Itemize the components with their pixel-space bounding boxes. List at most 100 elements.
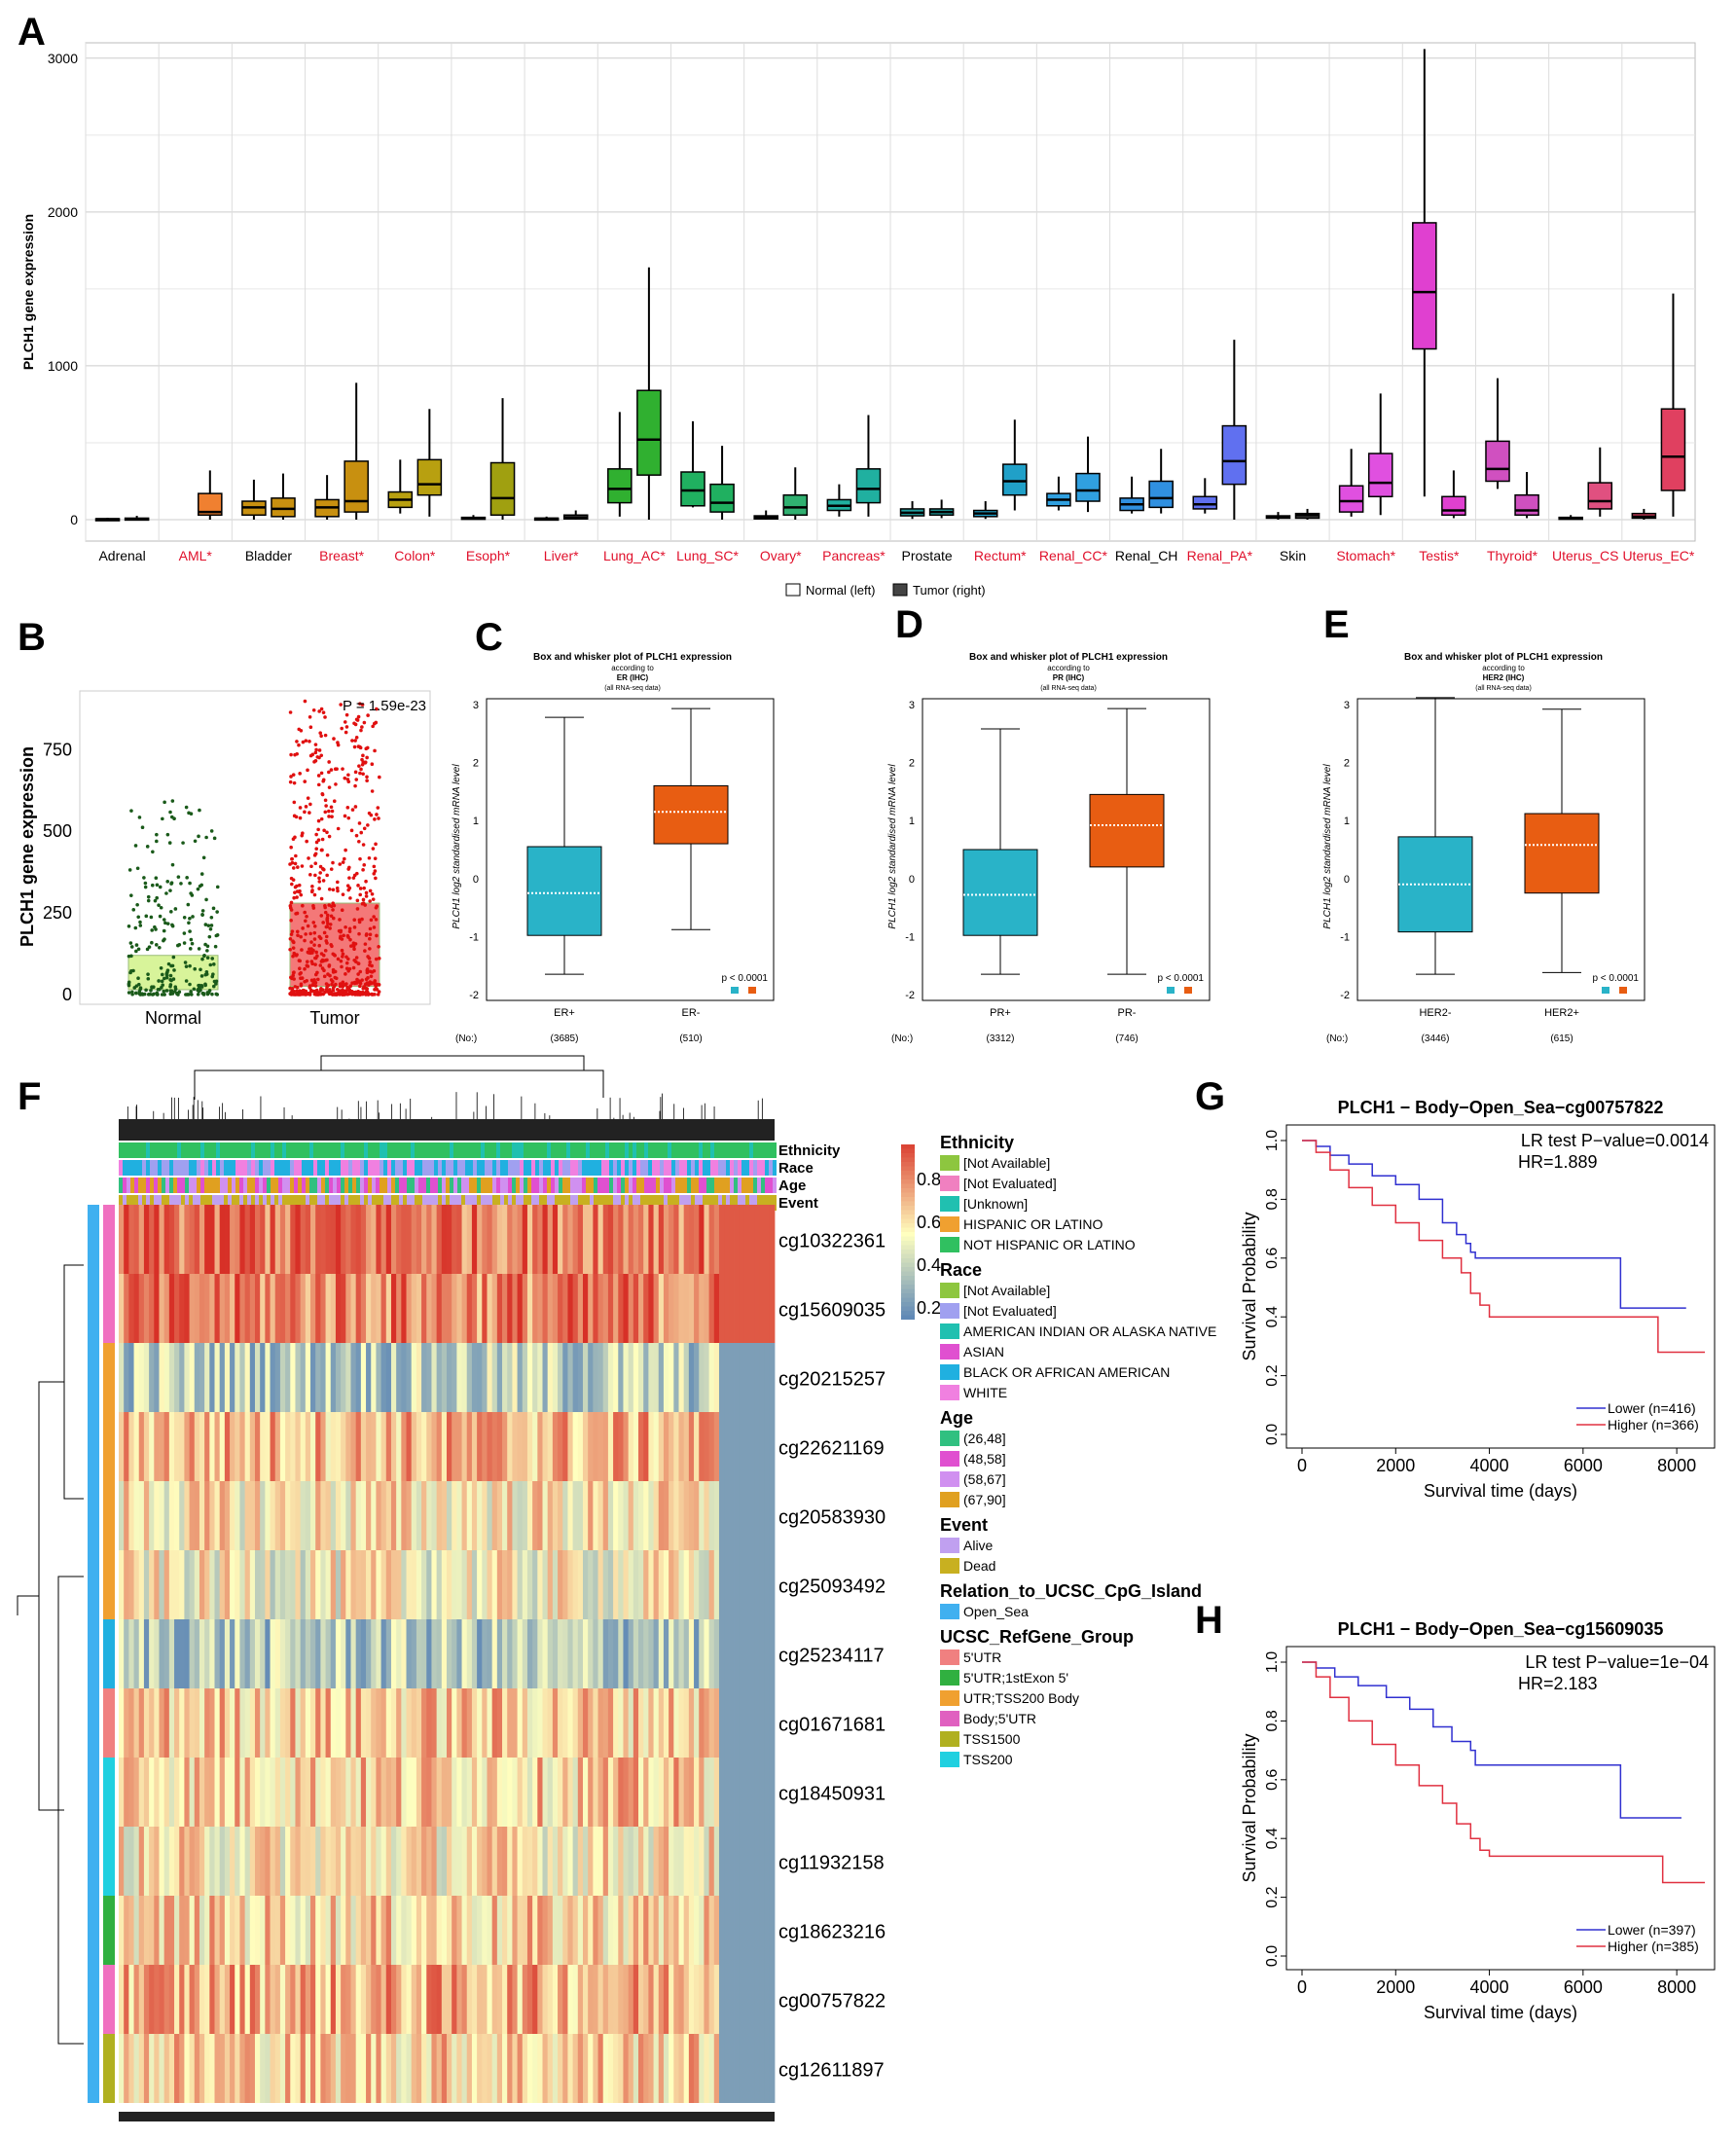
heatmap-cell [128,1827,134,1896]
panel-b-point [130,992,134,997]
annotation-cell [640,1160,644,1176]
panel-b-point [370,762,375,767]
heatmap-cell [482,1412,488,1481]
panel-b-point [158,946,162,950]
heatmap-cell [390,1688,397,1758]
panel-b-point [297,889,302,894]
heatmap-cell [390,1481,397,1550]
panel-b-point [341,993,344,997]
heatmap-cell [683,2034,690,2103]
heatmap-cell [285,1274,291,1343]
annotation-cell [422,1178,426,1193]
panel-b-point [314,840,319,845]
annotation-cell [434,1142,438,1158]
panel-b-point [170,992,175,996]
panel-b-point [341,860,345,864]
heatmap-cell [133,1965,140,2034]
heatmap-cell [274,1550,281,1619]
heatmap-cell [406,1758,413,1827]
heatmap-cell [704,1481,709,1550]
annotation-cell [200,1142,204,1158]
heatmap-cell [305,1619,311,1688]
heatmap-cell [194,2034,200,2103]
heatmap-cell [380,1550,387,1619]
heatmap-cell [522,1481,528,1550]
heatmap-cell [436,1343,443,1412]
annotation-cell [527,1178,531,1193]
heatmap-cell [487,1758,493,1827]
heatmap-cell [678,1827,685,1896]
legend-item: ASIAN [963,1344,1004,1360]
annotation-cell [348,1160,352,1176]
annotation-cell [391,1142,395,1158]
annotation-cell [578,1160,582,1176]
heatmap-cell [502,1758,508,1827]
heatmap-cell [249,1550,256,1619]
panel-b-point [358,992,362,997]
heatmap-cell [149,1412,155,1481]
km-stat-pvalue: LR test P−value=0.0014 [1521,1131,1709,1150]
heatmap-cell [678,1688,685,1758]
annotation-track-label: Ethnicity [778,1142,841,1159]
heatmap-cell [149,1896,155,1965]
heatmap-cell [345,1758,351,1827]
annotation-cell [208,1195,212,1211]
panel-b-point [302,992,307,997]
panel-b-point [351,943,355,948]
heatmap-cell [436,1205,443,1274]
ylabel: PLCH1 log2 standardised mRNA level [452,764,462,929]
heatmap-cell [447,1896,452,1965]
heatmap-cell [658,1412,665,1481]
heatmap-cell [673,1274,679,1343]
annotation-cell [200,1178,204,1193]
heatmap-cell [350,1965,357,2034]
annotation-cell [341,1142,344,1158]
annotation-cell [457,1195,461,1211]
panel-b-point [288,779,293,784]
panel-b-point [361,843,366,847]
annotation-cell [278,1178,282,1193]
heatmap-cell [341,1965,346,2034]
heatmap-cell [285,1688,291,1758]
heatmap-cell [184,1205,190,1274]
heatmap-cell [663,1274,669,1343]
count-label: (746) [1115,1033,1138,1044]
panel-b-point [290,856,294,861]
heatmap-cell [688,1205,695,1274]
heatmap-row-label: cg15609035 [778,1300,886,1322]
annotation-cell [679,1195,683,1211]
annotation-cell [407,1160,411,1176]
annotation-cell [457,1178,461,1193]
panel-b-point [140,825,145,830]
panel-b-point [377,990,381,994]
heatmap-cell [542,1827,549,1896]
panel-b-point [365,970,370,975]
annotation-cell [169,1160,173,1176]
heatmap-cell [512,1481,518,1550]
heatmap-cell [330,1481,337,1550]
panel-b-point [295,989,299,994]
heatmap-cell [441,1481,448,1550]
heatmap-cell [577,1550,584,1619]
heatmap-cell [325,1274,332,1343]
panel-b-point [363,942,368,946]
panel-b-point [361,986,366,991]
ytick: -1 [1340,931,1350,943]
panel-b-point [316,782,321,787]
heatmap-cell [567,1827,574,1896]
heatmap-cell [623,1412,630,1481]
panel-b-point [320,837,325,842]
heatmap-cell [517,2034,524,2103]
heatmap-cell [618,1550,624,1619]
scale-segment [901,1183,915,1189]
heatmap-cell [360,1205,367,1274]
heatmap-cell [512,2034,518,2103]
box [526,846,602,936]
heatmap-cell [663,1896,669,1965]
heatmap-cell [466,1412,473,1481]
annotation-cell [531,1178,535,1193]
annotation-cell [181,1142,185,1158]
heatmap-cell [643,1758,649,1827]
heatmap-cell [724,1619,730,1688]
